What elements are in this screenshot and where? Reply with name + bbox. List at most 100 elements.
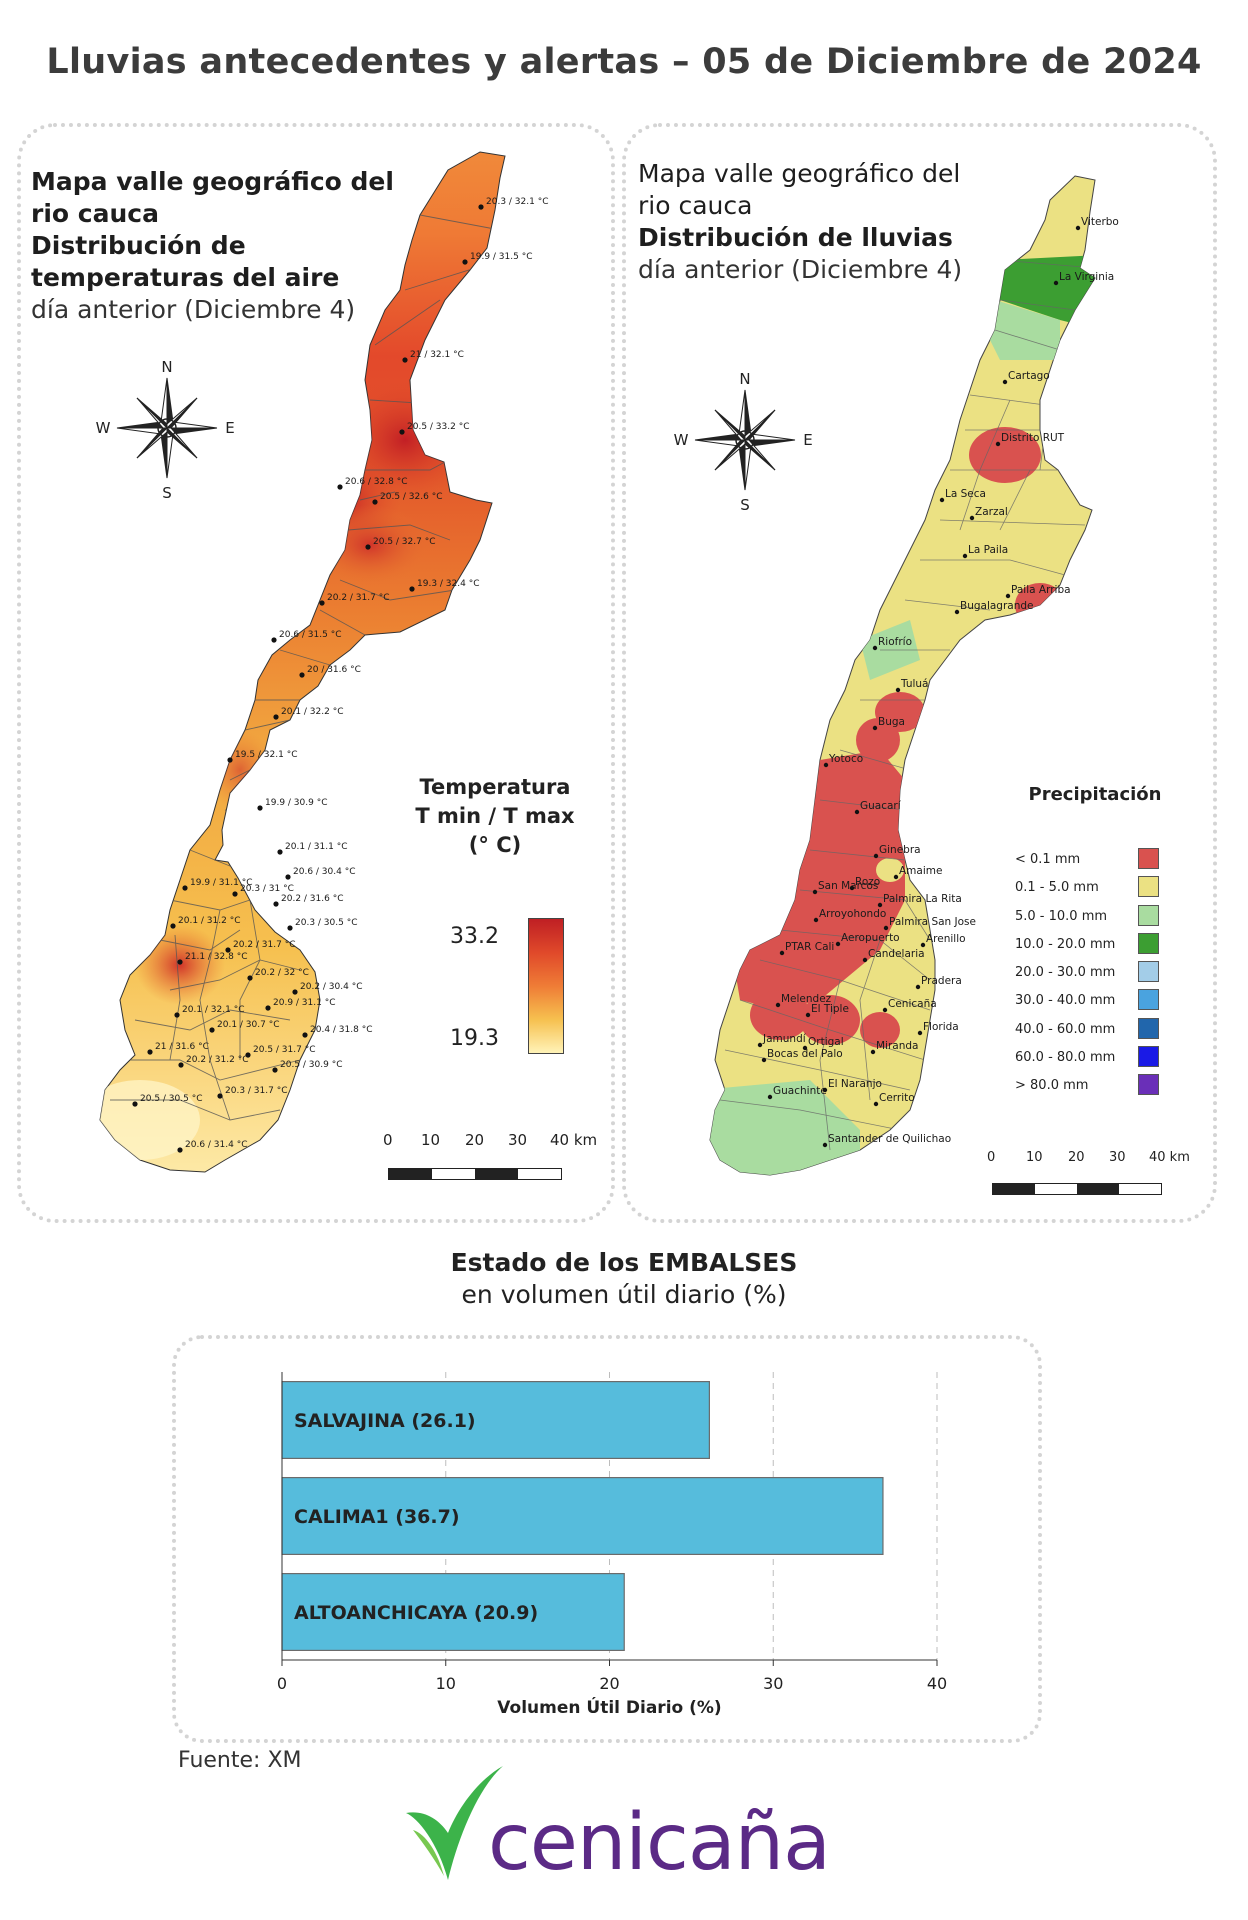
legend-label: 30.0 - 40.0 mm xyxy=(1015,993,1116,1009)
legend-row: 40.0 - 60.0 mm xyxy=(1015,1017,1165,1046)
place-label: Yotoco xyxy=(828,753,863,765)
place-label: Bocas del Palo xyxy=(767,1048,843,1060)
place-label: La Seca xyxy=(945,488,986,500)
place-marker: Bocas del Palo xyxy=(761,1048,843,1063)
station-label: 20.1 / 32.1 °C xyxy=(182,1005,244,1015)
place-label: Ortigal xyxy=(808,1036,844,1048)
place-marker: San Marcos xyxy=(812,880,878,895)
reservoirs-subtitle: en volumen útil diario (%) xyxy=(461,1280,787,1309)
compass-s: S xyxy=(162,484,172,502)
temp-legend-line3: (° C) xyxy=(468,833,522,857)
station-marker: 20.1 / 31.2 °C xyxy=(170,916,240,929)
place-marker: Buga xyxy=(872,716,905,731)
rain-scale-10: 10 xyxy=(1026,1150,1043,1165)
station-label: 20.2 / 30.4 °C xyxy=(300,982,362,992)
bar-label: ALTOANCHICAYA (20.9) xyxy=(294,1602,538,1624)
bar xyxy=(281,1476,884,1555)
place-marker: Ginebra xyxy=(873,844,921,859)
station-label: 20.1 / 30.7 °C xyxy=(217,1020,279,1030)
legend-label: 60.0 - 80.0 mm xyxy=(1015,1050,1116,1066)
station-marker: 20.6 / 31.5 °C xyxy=(271,630,341,643)
place-label: Guachinte xyxy=(773,1085,827,1097)
legend-row: 10.0 - 20.0 mm xyxy=(1015,932,1165,961)
temp-legend-line2: T min / T max xyxy=(415,804,575,828)
compass-s: S xyxy=(740,496,750,514)
place-marker: Cenicaña xyxy=(882,998,937,1013)
station-label: 20.2 / 32 °C xyxy=(255,968,309,978)
station-label: 20.3 / 31 °C xyxy=(240,884,294,894)
legend-row: 0.1 - 5.0 mm xyxy=(1015,876,1165,904)
place-label: Rozo xyxy=(855,876,880,888)
compass-e: E xyxy=(803,431,812,449)
station-label: 20.5 / 30.5 °C xyxy=(140,1094,202,1104)
place-label: Bugalagrande xyxy=(960,600,1034,612)
temp-scale-10: 10 xyxy=(421,1131,441,1149)
rain-title-line1: Mapa valle geográfico del xyxy=(638,159,961,188)
station-marker: 20.5 / 30.5 °C xyxy=(132,1094,202,1107)
legend-swatch xyxy=(1138,989,1159,1011)
station-label: 20.1 / 31.2 °C xyxy=(178,916,240,926)
rain-scale-30: 30 xyxy=(1109,1150,1126,1165)
legend-label: 10.0 - 20.0 mm xyxy=(1015,936,1116,952)
place-label: El Tiple xyxy=(811,1003,849,1015)
legend-label: 0.1 - 5.0 mm xyxy=(1015,880,1099,896)
x-tick-label: 40 xyxy=(927,1674,947,1693)
bar xyxy=(281,1572,625,1651)
place-label: Riofrío xyxy=(878,636,912,648)
temperature-map: 20.3 / 32.1 °C 19.9 / 31.5 °C 21 / 32.1 °C… xyxy=(99,151,548,1173)
station-label: 20.5 / 33.2 °C xyxy=(407,422,469,432)
page-title: Lluvias antecedentes y alertas – 05 de D… xyxy=(46,42,1202,82)
station-marker: 20.1 / 30.7 °C xyxy=(209,1020,279,1033)
station-marker: 20.2 / 32 °C xyxy=(247,968,309,981)
place-label: Zarzal xyxy=(975,506,1008,518)
place-label: Melendez xyxy=(781,993,832,1005)
station-marker: 19.9 / 31.1 °C xyxy=(182,878,252,891)
rain-title-line3: Distribución de lluvias xyxy=(638,223,953,252)
legend-label: 40.0 - 60.0 mm xyxy=(1015,1021,1116,1037)
station-marker: 21.1 / 32.8 °C xyxy=(177,952,247,965)
place-label: Florida xyxy=(923,1021,959,1033)
place-marker: Distrito RUT xyxy=(995,432,1065,447)
temp-scale-30: 30 xyxy=(508,1131,528,1149)
temperature-map-panel xyxy=(17,123,615,1223)
station-marker: 20 / 31.6 °C xyxy=(299,665,361,678)
station-marker: 20.5 / 31.7 °C xyxy=(245,1045,315,1058)
rain-scale-0: 0 xyxy=(987,1150,996,1165)
place-marker: Bugalagrande xyxy=(954,600,1034,615)
place-label: La Paila xyxy=(968,544,1008,556)
station-label: 20.5 / 31.7 °C xyxy=(253,1045,315,1055)
place-marker: Arenillo xyxy=(920,933,966,948)
place-marker: La Virginia xyxy=(1053,271,1114,286)
station-marker: 20.6 / 32.8 °C xyxy=(337,477,407,490)
temp-legend-min: 19.3 xyxy=(450,1026,499,1051)
station-marker: 20.1 / 31.1 °C xyxy=(277,842,347,855)
temp-title-line2: rio cauca xyxy=(31,199,159,228)
legend-swatch xyxy=(1138,1017,1159,1039)
station-label: 20.6 / 31.4 °C xyxy=(185,1140,247,1150)
station-label: 20.5 / 30.9 °C xyxy=(280,1060,342,1070)
legend-swatch xyxy=(1138,1046,1159,1068)
legend-row: 20.0 - 30.0 mm xyxy=(1015,961,1165,989)
station-marker: 20.2 / 31.6 °C xyxy=(273,894,343,907)
compass-n: N xyxy=(161,358,172,376)
station-label: 20.5 / 32.7 °C xyxy=(373,537,435,547)
place-label: Ginebra xyxy=(879,844,921,856)
station-marker: 20.5 / 32.6 °C xyxy=(372,492,442,505)
place-label: Palmira San Jose xyxy=(889,916,976,928)
legend-swatch xyxy=(1138,876,1159,898)
place-marker: La Paila xyxy=(962,544,1008,559)
place-marker: Aeropuerto xyxy=(835,932,900,947)
compass-w: W xyxy=(674,431,689,449)
place-label: Arenillo xyxy=(926,933,966,945)
station-label: 20 / 31.6 °C xyxy=(307,665,361,675)
station-label: 19.9 / 30.9 °C xyxy=(265,798,327,808)
bar xyxy=(281,1380,710,1459)
station-marker: 20.3 / 31 °C xyxy=(232,884,294,897)
station-marker: 20.3 / 31.7 °C xyxy=(217,1086,287,1099)
legend-row: 30.0 - 40.0 mm xyxy=(1015,989,1165,1017)
station-marker: 20.6 / 30.4 °C xyxy=(285,867,355,880)
station-label: 20.2 / 31.7 °C xyxy=(233,940,295,950)
station-label: 20.6 / 31.5 °C xyxy=(279,630,341,640)
station-marker: 20.6 / 31.4 °C xyxy=(177,1140,247,1153)
legend-label: 20.0 - 30.0 mm xyxy=(1015,965,1116,981)
